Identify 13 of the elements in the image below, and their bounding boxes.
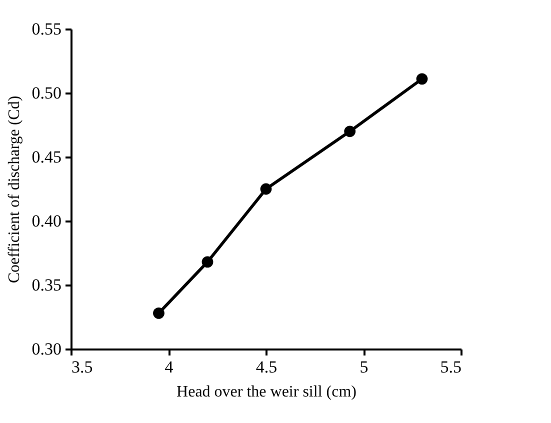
y-axis-title: Coefficient of discharge (Cd) (6, 96, 23, 284)
x-tick-label: 5 (360, 358, 368, 376)
x-tick-label: 5.5 (440, 358, 462, 376)
x-tick-label: 4 (164, 358, 174, 376)
y-tick-label: 0.45 (32, 148, 62, 166)
y-tick-label: 0.40 (32, 212, 62, 230)
x-axis-title: Head over the weir sill (cm) (176, 384, 356, 400)
y-tick-label: 0.50 (32, 84, 62, 102)
x-tick-label: 4.5 (256, 358, 278, 376)
x-tick-label: 3.5 (72, 358, 93, 376)
y-tick-label: 0.35 (32, 276, 62, 294)
y-tick-label: 0.55 (32, 20, 62, 38)
y-tick-label: 0.30 (32, 340, 62, 358)
